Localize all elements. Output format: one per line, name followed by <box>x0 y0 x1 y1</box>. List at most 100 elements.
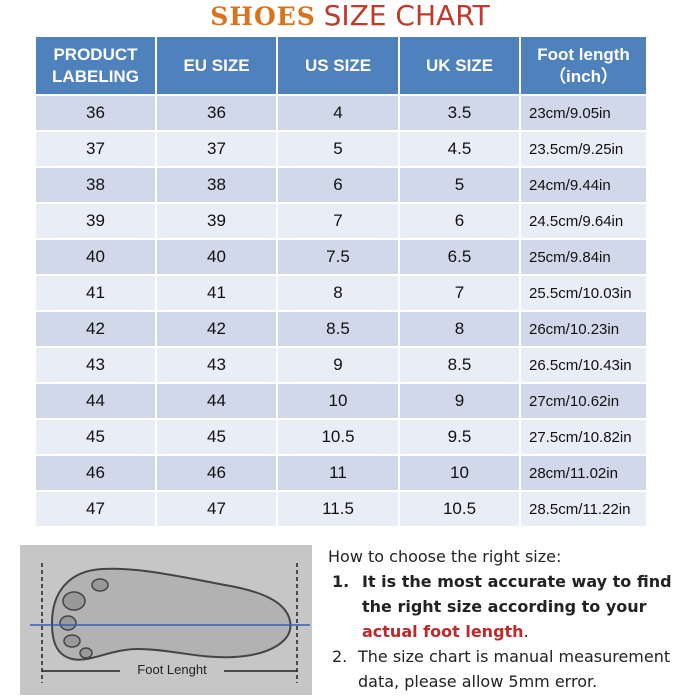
table-row: 41 41 8 7 25.5cm/10.03in <box>34 274 648 312</box>
howto-heading: How to choose the right size: <box>328 547 562 566</box>
page-title: SHOES SIZE CHART <box>0 0 700 33</box>
cell-foot-length: 25cm/9.84in <box>519 238 648 276</box>
cell-uk-size: 4.5 <box>398 130 521 168</box>
table-row: 46 46 11 10 28cm/11.02in <box>34 454 648 492</box>
cell-eu-size: 41 <box>155 274 278 312</box>
cell-eu-size: 47 <box>155 490 278 528</box>
table-row: 43 43 9 8.5 26.5cm/10.43in <box>34 346 648 384</box>
step2-line2: data, please allow 5mm error. <box>358 672 598 691</box>
table-row: 45 45 10.5 9.5 27.5cm/10.82in <box>34 418 648 456</box>
header-product-line2: LABELING <box>52 66 139 86</box>
cell-product-labeling: 46 <box>34 454 157 492</box>
cell-foot-length: 24.5cm/9.64in <box>519 202 648 240</box>
cell-product-labeling: 41 <box>34 274 157 312</box>
step2-number: 2. <box>332 647 348 666</box>
cell-us-size: 11.5 <box>276 490 400 528</box>
table-row: 38 38 6 5 24cm/9.44in <box>34 166 648 204</box>
cell-uk-size: 6.5 <box>398 238 521 276</box>
step1-red-text: actual foot length <box>362 622 524 641</box>
table-row: 44 44 10 9 27cm/10.62in <box>34 382 648 420</box>
cell-us-size: 9 <box>276 346 400 384</box>
cell-product-labeling: 40 <box>34 238 157 276</box>
cell-uk-size: 3.5 <box>398 94 521 132</box>
cell-product-labeling: 39 <box>34 202 157 240</box>
foot-outline-icon <box>20 545 312 695</box>
step2-line1: The size chart is manual measurement <box>358 647 671 666</box>
cell-uk-size: 9.5 <box>398 418 521 456</box>
cell-eu-size: 39 <box>155 202 278 240</box>
cell-foot-length: 28.5cm/11.22in <box>519 490 648 528</box>
cell-uk-size: 9 <box>398 382 521 420</box>
cell-eu-size: 43 <box>155 346 278 384</box>
step1-end: . <box>523 622 529 641</box>
cell-foot-length: 26cm/10.23in <box>519 310 648 348</box>
header-foot-line1: Foot length <box>537 44 630 64</box>
cell-foot-length: 27.5cm/10.82in <box>519 418 648 456</box>
cell-eu-size: 42 <box>155 310 278 348</box>
header-foot-line2: （inch） <box>549 66 618 86</box>
header-eu-size: EU SIZE <box>155 35 278 96</box>
cell-us-size: 8 <box>276 274 400 312</box>
how-to-choose-section: How to choose the right size: 1. It is th… <box>328 544 700 694</box>
cell-product-labeling: 44 <box>34 382 157 420</box>
cell-product-labeling: 45 <box>34 418 157 456</box>
howto-step-1: 1. It is the most accurate way to find th… <box>332 569 700 644</box>
cell-us-size: 6 <box>276 166 400 204</box>
cell-foot-length: 24cm/9.44in <box>519 166 648 204</box>
cell-product-labeling: 36 <box>34 94 157 132</box>
cell-product-labeling: 42 <box>34 310 157 348</box>
table-row: 36 36 4 3.5 23cm/9.05in <box>34 94 648 132</box>
cell-product-labeling: 43 <box>34 346 157 384</box>
cell-uk-size: 7 <box>398 274 521 312</box>
cell-uk-size: 10 <box>398 454 521 492</box>
step1-line1: It is the most accurate way to find <box>362 572 672 591</box>
cell-foot-length: 27cm/10.62in <box>519 382 648 420</box>
cell-uk-size: 6 <box>398 202 521 240</box>
table-body: 36 36 4 3.5 23cm/9.05in 37 37 5 4.5 23.5cm/9.25in… <box>34 94 648 528</box>
header-product-line1: PRODUCT <box>53 44 138 64</box>
cell-eu-size: 46 <box>155 454 278 492</box>
cell-us-size: 11 <box>276 454 400 492</box>
cell-eu-size: 40 <box>155 238 278 276</box>
foot-diagram: Foot Lenght <box>20 545 312 695</box>
cell-uk-size: 8 <box>398 310 521 348</box>
header-us-size: US SIZE <box>276 35 400 96</box>
cell-product-labeling: 47 <box>34 490 157 528</box>
cell-foot-length: 25.5cm/10.03in <box>519 274 648 312</box>
howto-step-2: 2. The size chart is manual measurement d… <box>332 644 700 694</box>
cell-product-labeling: 38 <box>34 166 157 204</box>
header-foot-length: Foot length （inch） <box>519 35 648 96</box>
cell-us-size: 4 <box>276 94 400 132</box>
cell-eu-size: 36 <box>155 94 278 132</box>
cell-us-size: 5 <box>276 130 400 168</box>
cell-us-size: 10.5 <box>276 418 400 456</box>
cell-eu-size: 44 <box>155 382 278 420</box>
cell-uk-size: 10.5 <box>398 490 521 528</box>
header-product-labeling: PRODUCT LABELING <box>34 35 157 96</box>
cell-product-labeling: 37 <box>34 130 157 168</box>
title-brand: SHOES <box>210 2 316 31</box>
cell-foot-length: 23cm/9.05in <box>519 94 648 132</box>
cell-foot-length: 26.5cm/10.43in <box>519 346 648 384</box>
cell-uk-size: 8.5 <box>398 346 521 384</box>
cell-eu-size: 38 <box>155 166 278 204</box>
header-uk-size: UK SIZE <box>398 35 521 96</box>
cell-foot-length: 23.5cm/9.25in <box>519 130 648 168</box>
foot-length-label: Foot Lenght <box>137 662 207 677</box>
cell-us-size: 10 <box>276 382 400 420</box>
cell-us-size: 7 <box>276 202 400 240</box>
cell-us-size: 8.5 <box>276 310 400 348</box>
step1-number: 1. <box>332 572 350 591</box>
table-row: 37 37 5 4.5 23.5cm/9.25in <box>34 130 648 168</box>
table-header-row: PRODUCT LABELING EU SIZE US SIZE UK SIZE … <box>34 35 648 96</box>
cell-foot-length: 28cm/11.02in <box>519 454 648 492</box>
cell-us-size: 7.5 <box>276 238 400 276</box>
table-row: 42 42 8.5 8 26cm/10.23in <box>34 310 648 348</box>
cell-eu-size: 45 <box>155 418 278 456</box>
table-row: 40 40 7.5 6.5 25cm/9.84in <box>34 238 648 276</box>
size-chart-table: PRODUCT LABELING EU SIZE US SIZE UK SIZE … <box>34 35 648 528</box>
cell-uk-size: 5 <box>398 166 521 204</box>
step1-line2: the right size according to your <box>362 597 647 616</box>
title-size-chart: SIZE CHART <box>323 0 490 32</box>
table-row: 39 39 7 6 24.5cm/9.64in <box>34 202 648 240</box>
